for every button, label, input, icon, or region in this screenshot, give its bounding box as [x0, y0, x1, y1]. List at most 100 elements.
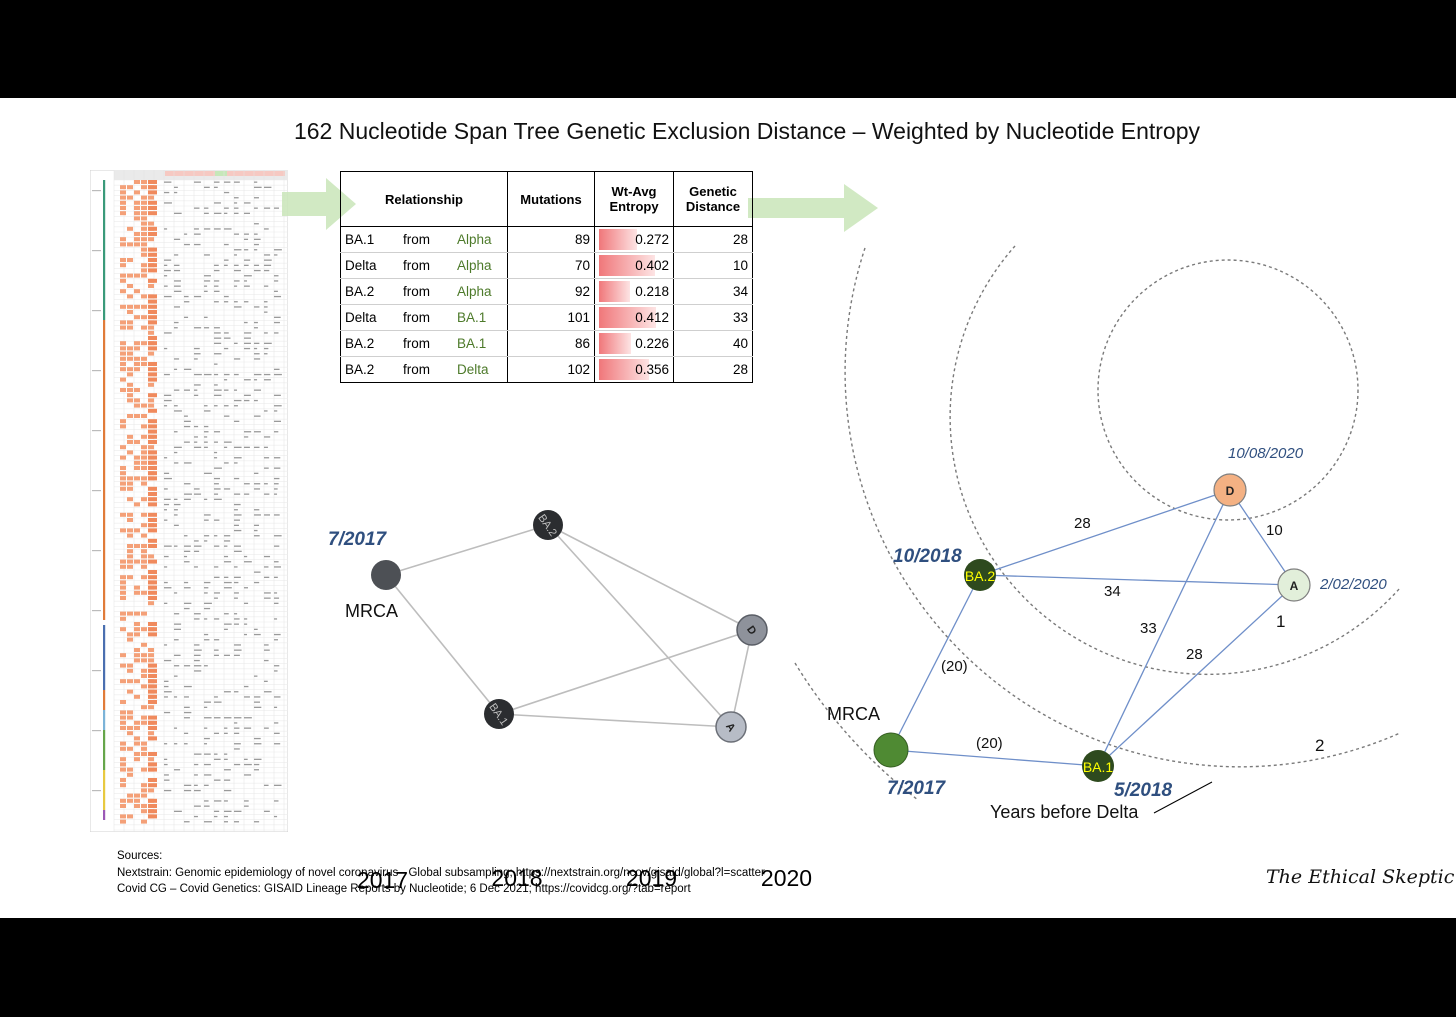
cell-rel: from: [399, 304, 453, 331]
right-mrca-node: [873, 732, 909, 768]
a-date: 2/02/2020: [1319, 576, 1387, 593]
cell-from: Alpha: [453, 278, 508, 305]
cell-mutations: 92: [507, 278, 595, 305]
cell-rel: from: [399, 226, 453, 253]
rings-caption: Years before Delta: [990, 802, 1139, 822]
entropy-value: 0.272: [635, 232, 669, 247]
svg-text:BA.2: BA.2: [965, 568, 996, 584]
header-relationship: Relationship: [340, 171, 508, 227]
entropy-bar: [599, 333, 631, 354]
edge-ba2-d: 28: [1074, 515, 1091, 532]
year-2019: 2019: [625, 865, 678, 891]
left-a-node: A: [715, 711, 747, 743]
cell-rel: from: [399, 356, 453, 383]
ring-3-outer: [794, 662, 919, 801]
cell-to: Delta: [340, 252, 399, 279]
right-a-node: A: [1277, 568, 1311, 602]
cell-entropy: 0.226: [594, 330, 674, 357]
arrow-thumb-to-table: [282, 178, 356, 230]
cell-entropy: 0.218: [594, 278, 674, 305]
entropy-value: 0.218: [635, 284, 669, 299]
entropy-bar: [599, 229, 637, 250]
year-labels: 2017 2018 2019 2020: [315, 863, 855, 893]
relationship-table: Relationship Mutations Wt-Avg Entropy Gen…: [340, 171, 753, 383]
cell-from: BA.1: [453, 304, 508, 331]
rings-caption-pointer: [1153, 781, 1213, 814]
svg-text:D: D: [1226, 484, 1235, 498]
entropy-value: 0.412: [635, 310, 669, 325]
ring-1: [1097, 259, 1359, 521]
cell-mutations: 102: [507, 356, 595, 383]
ba1-date: 5/2018: [1114, 780, 1173, 801]
year-2017: 2017: [356, 867, 409, 893]
cell-to: BA.1: [340, 226, 399, 253]
edge-ba1-a: 28: [1186, 646, 1203, 663]
entropy-value: 0.402: [635, 258, 669, 273]
table-row: BA.2 from Alpha 92 0.218 34: [340, 278, 753, 305]
sources: Sources: Nextstrain: Genomic epidemiolog…: [117, 848, 765, 898]
edge-mrca-ba1: (20): [976, 735, 1003, 752]
left-mrca-date: 7/2017: [328, 529, 388, 550]
edge-ba1-d: 33: [1140, 620, 1157, 637]
cell-rel: from: [399, 252, 453, 279]
cell-distance: 10: [673, 252, 753, 279]
cell-to: BA.2: [340, 278, 399, 305]
mrca-date: 7/2017: [887, 778, 947, 799]
cell-from: Alpha: [453, 226, 508, 253]
right-d-node: D: [1213, 473, 1247, 507]
entropy-bar: [599, 307, 657, 328]
ba2-date: 10/2018: [893, 546, 962, 567]
table-row: BA.2 from Delta 102 0.356 28: [340, 356, 753, 383]
table-row: BA.2 from BA.1 86 0.226 40: [340, 330, 753, 357]
cell-mutations: 89: [507, 226, 595, 253]
table-row: BA.1 from Alpha 89 0.272 28: [340, 226, 753, 253]
ring-3: [844, 247, 1401, 768]
edge-d-a: 10: [1266, 522, 1283, 539]
source-nextstrain: Nextstrain: Genomic epidemiology of nove…: [117, 866, 765, 879]
sources-heading: Sources:: [117, 850, 163, 862]
left-ba2-node: BA.2: [533, 510, 563, 540]
cell-distance: 34: [673, 278, 753, 305]
year-2020: 2020: [760, 865, 813, 891]
cell-mutations: 101: [507, 304, 595, 331]
entropy-value: 0.226: [635, 336, 669, 351]
year-2018: 2018: [491, 865, 543, 891]
edge-ba2-a: 34: [1104, 583, 1121, 600]
cell-distance: 33: [673, 304, 753, 331]
entropy-bar: [599, 255, 655, 276]
cell-entropy: 0.356: [594, 356, 674, 383]
mrca-label: MRCA: [827, 704, 880, 724]
entropy-bar: [599, 359, 649, 380]
header-mutations: Mutations: [507, 171, 595, 227]
arrow-table-to-graph: [748, 184, 878, 232]
slide: 162 Nucleotide Span Tree Genetic Exclusi…: [0, 98, 1456, 918]
right-ba1-node: BA.1: [1082, 750, 1114, 782]
spreadsheet-thumbnail: [90, 170, 288, 832]
d-date: 10/08/2020: [1228, 445, 1304, 462]
entropy-value: 0.356: [635, 362, 669, 377]
cell-to: BA.2: [340, 330, 399, 357]
svg-text:BA.1: BA.1: [1083, 759, 1114, 775]
cell-distance: 28: [673, 226, 753, 253]
cell-to: Delta: [340, 304, 399, 331]
table-row: Delta from BA.1 101 0.412 33: [340, 304, 753, 331]
cell-rel: from: [399, 278, 453, 305]
cell-distance: 28: [673, 356, 753, 383]
cell-from: BA.1: [453, 330, 508, 357]
left-ba1-node: BA.1: [484, 699, 514, 729]
right-ba2-node: BA.2: [964, 559, 996, 591]
cell-entropy: 0.412: [594, 304, 674, 331]
svg-text:A: A: [1290, 579, 1299, 593]
cell-entropy: 0.402: [594, 252, 674, 279]
cell-rel: from: [399, 330, 453, 357]
left-d-node: D: [736, 614, 768, 646]
header-entropy: Wt-Avg Entropy: [594, 171, 674, 227]
cell-from: Alpha: [453, 252, 508, 279]
entropy-bar: [599, 281, 630, 302]
ring-label-2: 2: [1315, 736, 1324, 755]
brand-signature: The Ethical Skeptic: [1266, 866, 1455, 888]
cell-to: BA.2: [340, 356, 399, 383]
header-distance: Genetic Distance: [673, 171, 753, 227]
left-mrca-label: MRCA: [345, 601, 398, 621]
cell-from: Delta: [453, 356, 508, 383]
